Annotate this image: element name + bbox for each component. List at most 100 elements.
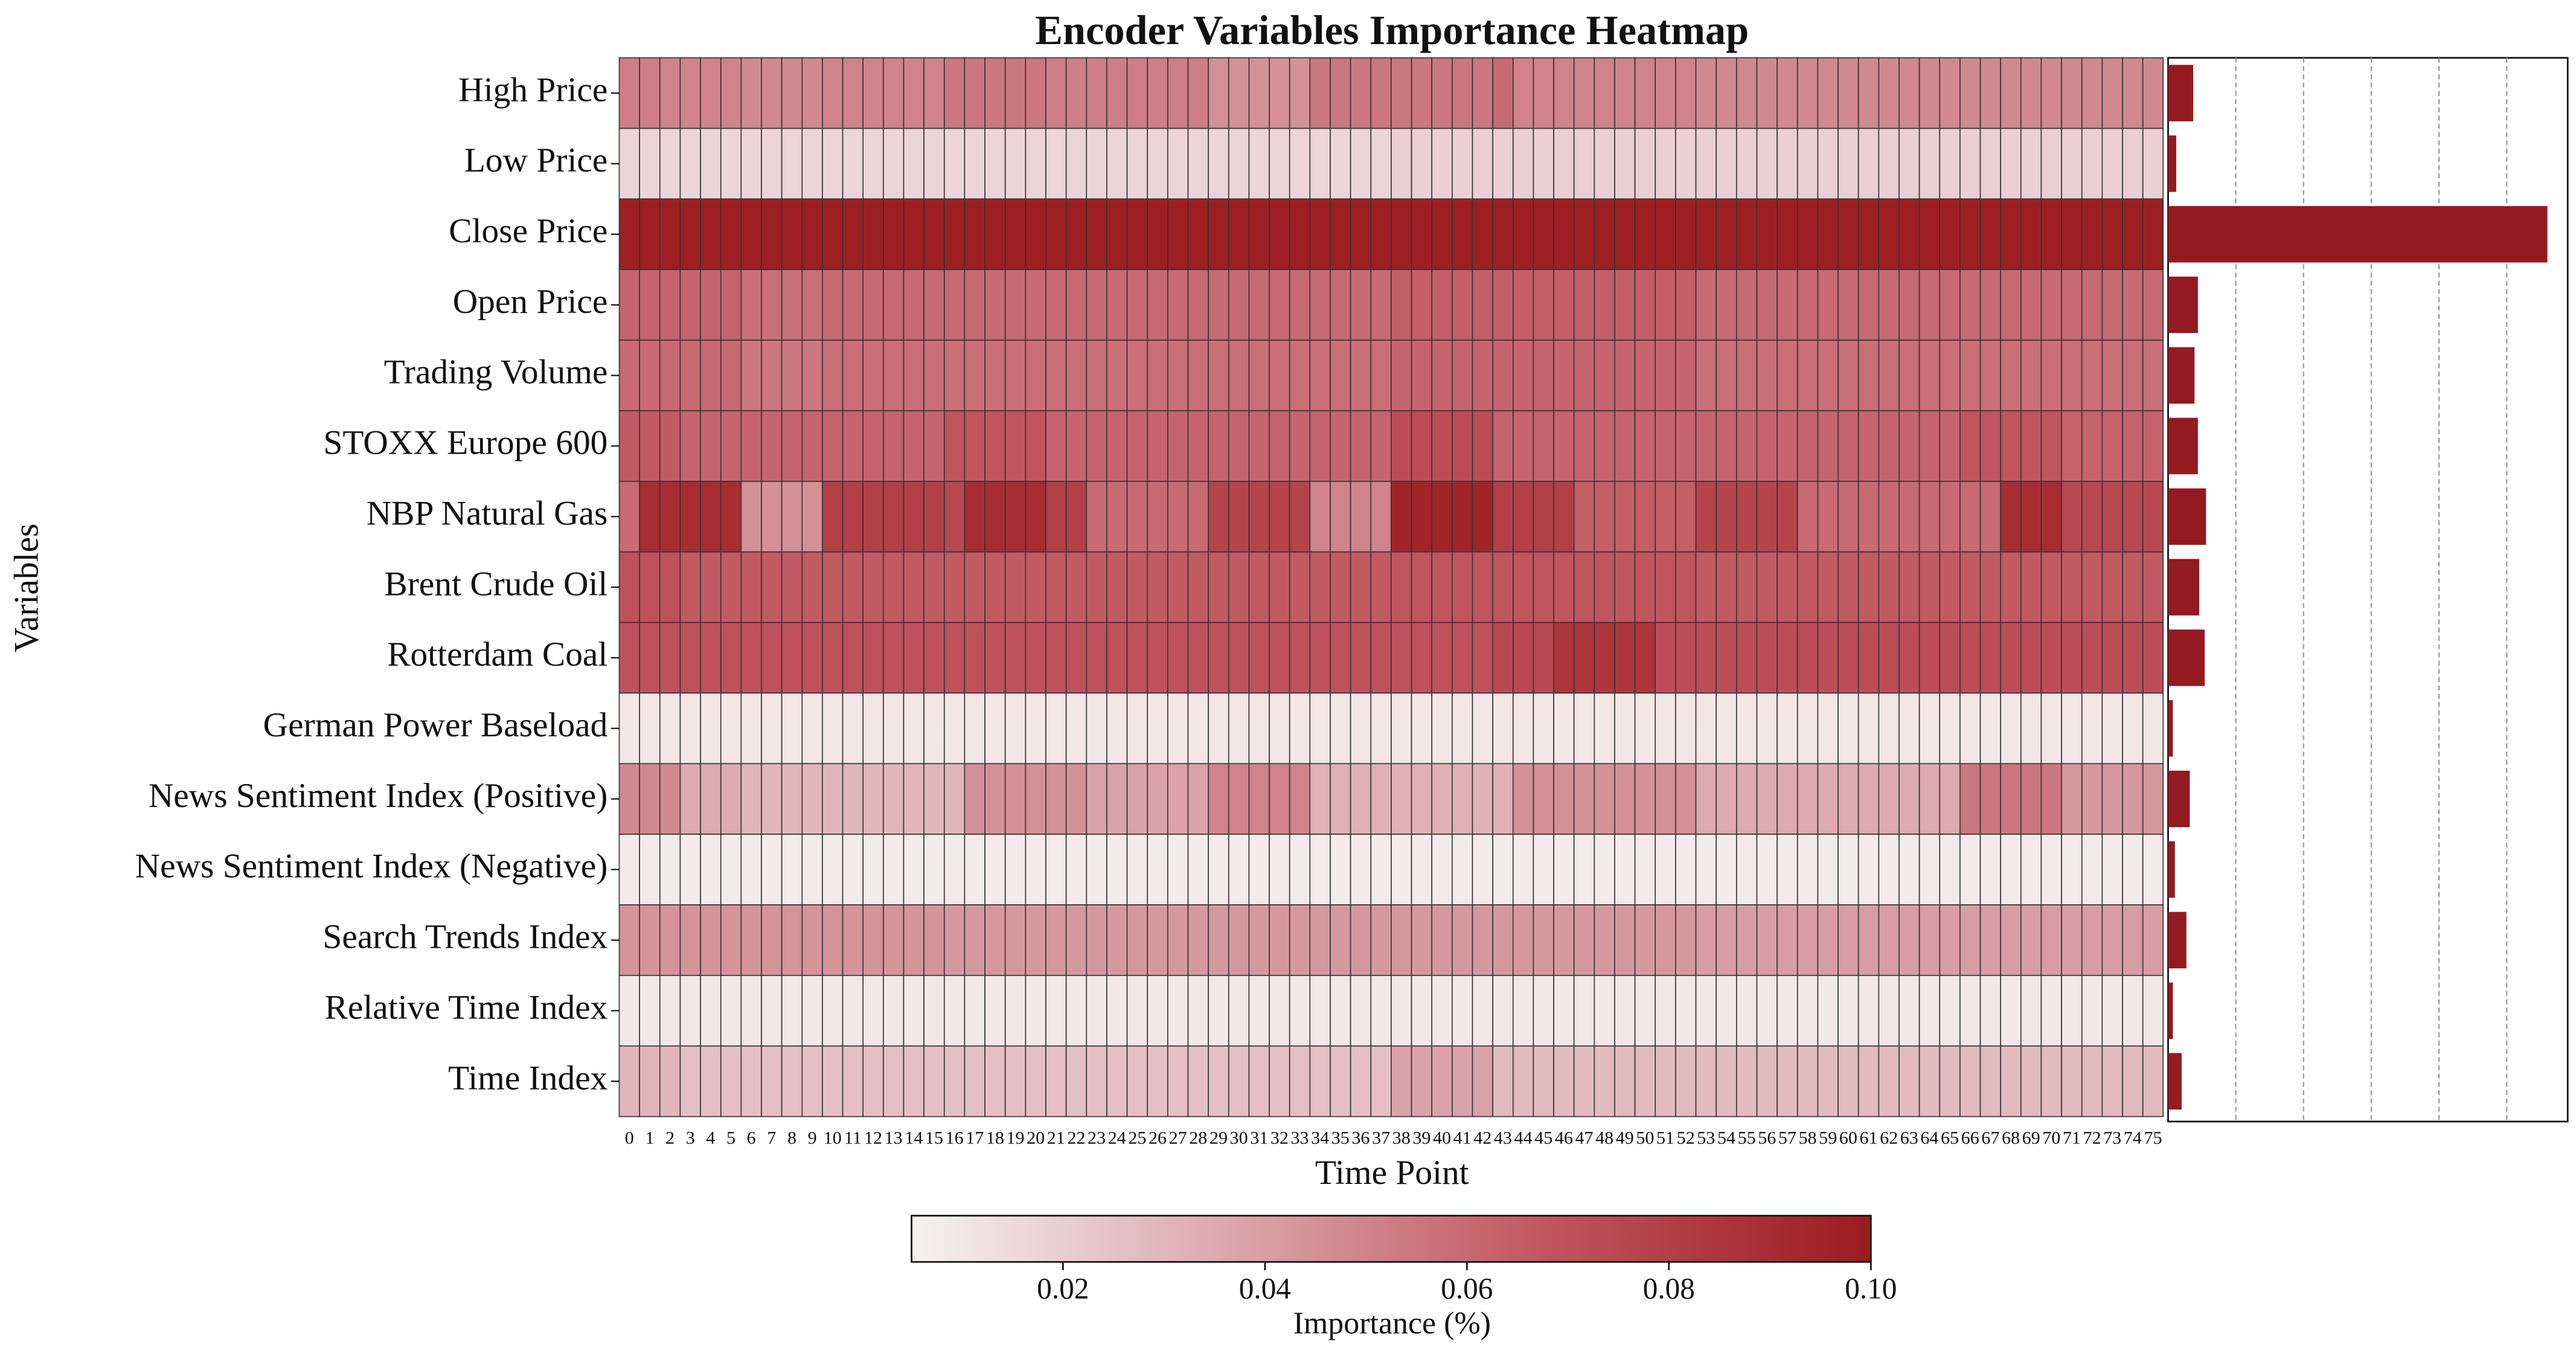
heatmap-cell bbox=[1716, 622, 1737, 694]
heatmap-cell bbox=[1248, 481, 1270, 553]
heatmap-cell bbox=[2081, 198, 2103, 271]
heatmap-cell bbox=[943, 1045, 966, 1117]
heatmap-cell bbox=[1796, 904, 1819, 976]
heatmap-cell bbox=[1817, 481, 1839, 553]
heatmap-cell bbox=[1330, 551, 1351, 623]
heatmap-cell bbox=[1939, 904, 1961, 976]
heatmap-cell bbox=[943, 127, 966, 200]
heatmap-cell bbox=[1634, 57, 1656, 129]
heatmap-cell bbox=[1025, 410, 1046, 482]
heatmap-cell bbox=[1695, 834, 1717, 905]
heatmap-cell bbox=[1411, 127, 1433, 200]
heatmap-cell bbox=[1228, 692, 1250, 765]
heatmap-cell bbox=[1269, 1045, 1290, 1117]
heatmap-cell bbox=[1573, 339, 1595, 411]
heatmap-cell bbox=[1979, 551, 2001, 623]
heatmap-cell bbox=[1289, 410, 1311, 482]
heatmap-cell bbox=[1756, 1045, 1778, 1117]
x-tick-label: 4 bbox=[706, 1128, 715, 1148]
heatmap-cell bbox=[1208, 692, 1229, 765]
heatmap-cell bbox=[1898, 1045, 1920, 1117]
x-tick-label: 67 bbox=[1981, 1128, 1999, 1148]
heatmap-cell bbox=[923, 481, 945, 553]
colorbar-tick-label: 0.10 bbox=[1845, 1272, 1897, 1305]
bar bbox=[2168, 65, 2193, 121]
heatmap-cell bbox=[1878, 481, 1900, 553]
heatmap-cell bbox=[1716, 198, 1737, 271]
heatmap-cell bbox=[1573, 481, 1595, 553]
heatmap-cell bbox=[1208, 481, 1229, 553]
heatmap-cell bbox=[2000, 904, 2022, 976]
heatmap-cell bbox=[984, 834, 1006, 905]
heatmap-cell bbox=[1634, 834, 1656, 905]
heatmap-cell bbox=[1208, 904, 1229, 976]
heatmap-cell bbox=[639, 975, 661, 1047]
heatmap-cell bbox=[984, 410, 1006, 482]
x-tick-label: 52 bbox=[1677, 1128, 1695, 1148]
heatmap-cell bbox=[1086, 763, 1107, 835]
heatmap-cell bbox=[1248, 975, 1270, 1047]
heatmap-cell bbox=[740, 763, 762, 835]
heatmap-cell bbox=[1735, 622, 1758, 694]
heatmap-cell bbox=[1330, 57, 1351, 129]
heatmap-cell bbox=[2142, 763, 2164, 835]
heatmap-cell bbox=[1655, 551, 1676, 623]
heatmap-cell bbox=[1452, 339, 1473, 411]
x-tick-label: 44 bbox=[1514, 1128, 1533, 1148]
heatmap-cell bbox=[1959, 834, 1981, 905]
heatmap-cell bbox=[1248, 339, 1270, 411]
heatmap-cell bbox=[842, 198, 864, 271]
heatmap-cell bbox=[679, 339, 701, 411]
heatmap-cell bbox=[1817, 127, 1839, 200]
heatmap-cell bbox=[618, 551, 640, 623]
heatmap-cell bbox=[1675, 127, 1697, 200]
heatmap-cell bbox=[842, 127, 864, 200]
heatmap-cell bbox=[1248, 57, 1270, 129]
heatmap-cell bbox=[1817, 339, 1839, 411]
bar bbox=[2168, 276, 2198, 333]
heatmap-cell bbox=[659, 410, 681, 482]
heatmap-cell bbox=[1086, 904, 1107, 976]
heatmap-cell bbox=[1126, 551, 1149, 623]
heatmap-cell bbox=[1370, 1045, 1392, 1117]
heatmap-cell bbox=[1898, 57, 1920, 129]
heatmap-cell bbox=[761, 127, 783, 200]
bar bbox=[2168, 700, 2173, 757]
heatmap-cell bbox=[842, 57, 864, 129]
heatmap-cell bbox=[1634, 692, 1656, 765]
heatmap-cell bbox=[984, 975, 1006, 1047]
heatmap-cell bbox=[1147, 763, 1168, 835]
heatmap-cell bbox=[2081, 339, 2103, 411]
heatmap-cell bbox=[801, 692, 823, 765]
heatmap-cell bbox=[781, 127, 803, 200]
heatmap-cell bbox=[1716, 551, 1737, 623]
heatmap-cell bbox=[2061, 622, 2083, 694]
heatmap-cell bbox=[883, 410, 905, 482]
heatmap-cell bbox=[1735, 481, 1758, 553]
heatmap-cell bbox=[740, 339, 762, 411]
x-tick-label: 53 bbox=[1697, 1128, 1715, 1148]
heatmap-cell bbox=[1045, 551, 1067, 623]
heatmap-cell bbox=[659, 481, 681, 553]
heatmap bbox=[618, 57, 2164, 1117]
heatmap-cell bbox=[1269, 481, 1290, 553]
heatmap-cell bbox=[1735, 269, 1758, 341]
x-tick-label: 37 bbox=[1372, 1128, 1390, 1148]
heatmap-cell bbox=[1979, 481, 2001, 553]
heatmap-cell bbox=[883, 692, 905, 765]
heatmap-cell bbox=[883, 763, 905, 835]
heatmap-cell bbox=[1796, 763, 1819, 835]
heatmap-cell bbox=[1350, 198, 1372, 271]
heatmap-cell bbox=[1187, 57, 1209, 129]
heatmap-cell bbox=[1187, 127, 1209, 200]
heatmap-cell bbox=[1391, 269, 1412, 341]
heatmap-cell bbox=[1857, 834, 1880, 905]
heatmap-cell bbox=[1716, 410, 1737, 482]
heatmap-cell bbox=[923, 834, 945, 905]
heatmap-cell bbox=[1716, 975, 1737, 1047]
heatmap-cell bbox=[1675, 904, 1697, 976]
heatmap-cell bbox=[1777, 481, 1798, 553]
heatmap-cell bbox=[1939, 127, 1961, 200]
heatmap-cell bbox=[1411, 622, 1433, 694]
x-tick-label: 39 bbox=[1412, 1128, 1431, 1148]
